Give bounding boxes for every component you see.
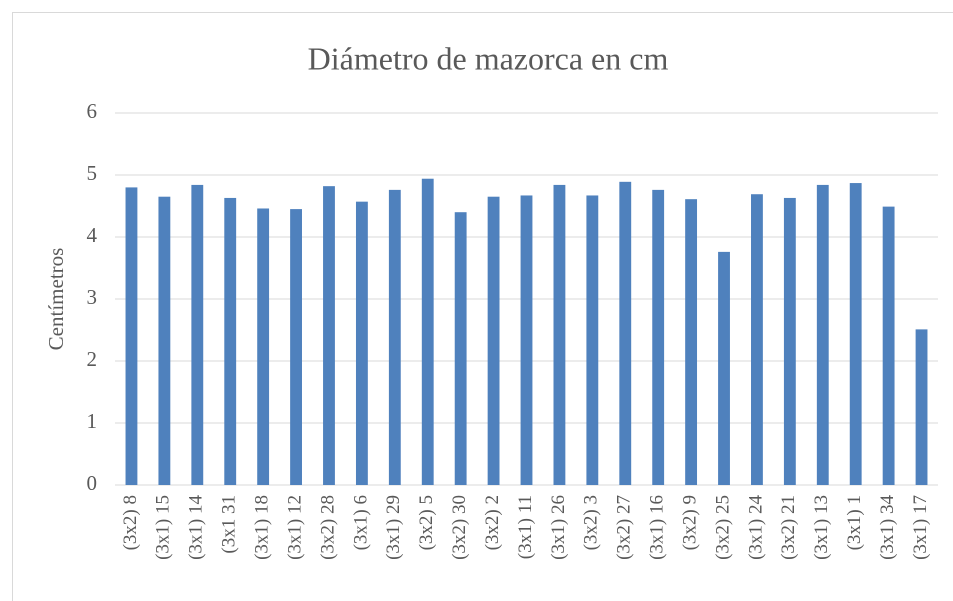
x-tick-label: (3x1 31 xyxy=(219,495,240,554)
bar xyxy=(652,189,665,485)
x-tick-label: (3x2) 27 xyxy=(614,495,635,560)
x-tick-label: (3x1) 14 xyxy=(186,495,207,560)
x-tick-label: (3x1) 16 xyxy=(647,495,668,560)
y-tick-label: 5 xyxy=(87,161,98,185)
bar xyxy=(454,212,467,485)
x-tick-label: (3x1) 6 xyxy=(350,495,371,550)
x-tick-label: (3x2) 30 xyxy=(449,495,470,560)
x-tick-label: (3x1) 11 xyxy=(515,495,536,559)
x-tick-label: (3x1) 12 xyxy=(284,495,305,560)
y-tick-label: 0 xyxy=(87,471,98,495)
bar xyxy=(323,186,335,485)
x-tick-label: (3x1) 34 xyxy=(877,495,898,560)
y-tick-label: 2 xyxy=(87,347,98,371)
x-tick-label: (3x2) 5 xyxy=(416,495,437,550)
x-tick-label: (3x2) 8 xyxy=(120,495,141,550)
x-tick-label: (3x1) 24 xyxy=(745,495,766,560)
bar xyxy=(191,184,204,486)
bar xyxy=(849,183,862,485)
bar xyxy=(520,195,533,485)
bar xyxy=(125,187,138,485)
bar xyxy=(290,209,302,485)
y-tick-label: 3 xyxy=(87,285,98,309)
x-tick-label: (3x1) 17 xyxy=(910,495,931,560)
x-tick-label: (3x2) 21 xyxy=(778,495,799,560)
bar xyxy=(882,206,895,485)
x-tick-label: (3x2) 3 xyxy=(581,495,602,550)
x-tick-label: (3x2) 28 xyxy=(317,495,338,560)
bar xyxy=(685,199,698,485)
y-tick-label: 6 xyxy=(87,99,98,123)
x-tick-label: (3x1) 13 xyxy=(811,495,832,560)
bar xyxy=(619,181,632,485)
bar xyxy=(553,184,566,486)
y-axis-label: Centímetros xyxy=(44,248,68,351)
bar xyxy=(586,195,599,485)
bar xyxy=(224,197,237,485)
bar xyxy=(487,196,500,485)
x-tick-label: (3x1) 29 xyxy=(383,495,404,560)
x-tick-label: (3x1) 26 xyxy=(548,495,569,560)
x-tick-label: (3x1) 1 xyxy=(844,495,865,550)
bar xyxy=(915,329,928,485)
bar xyxy=(783,197,796,485)
x-tick-label: (3x1) 18 xyxy=(251,495,272,560)
x-tick-label: (3x2) 9 xyxy=(679,495,700,550)
x-tick-label: (3x2) 2 xyxy=(482,495,503,550)
bar xyxy=(816,184,829,486)
bar xyxy=(421,178,434,485)
bar xyxy=(751,194,763,485)
bar xyxy=(388,189,401,485)
bar xyxy=(355,201,368,485)
bar xyxy=(158,196,171,485)
x-tick-label: (3x2) 25 xyxy=(712,495,733,560)
y-tick-label: 1 xyxy=(87,409,98,433)
chart-title: Diámetro de mazorca en cm xyxy=(308,40,669,76)
y-tick-label: 4 xyxy=(87,223,98,247)
x-tick-label: (3x1) 15 xyxy=(153,495,174,560)
bar xyxy=(257,208,270,486)
bar xyxy=(718,251,730,485)
